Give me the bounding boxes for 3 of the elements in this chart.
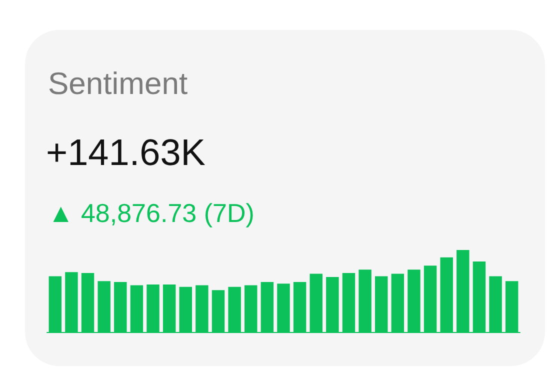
chart-subtitle: +141.63K — [46, 132, 206, 173]
chart-title: Sentiment — [48, 66, 188, 101]
text: ▲ 48,876.73 (7D) — [48, 198, 254, 228]
